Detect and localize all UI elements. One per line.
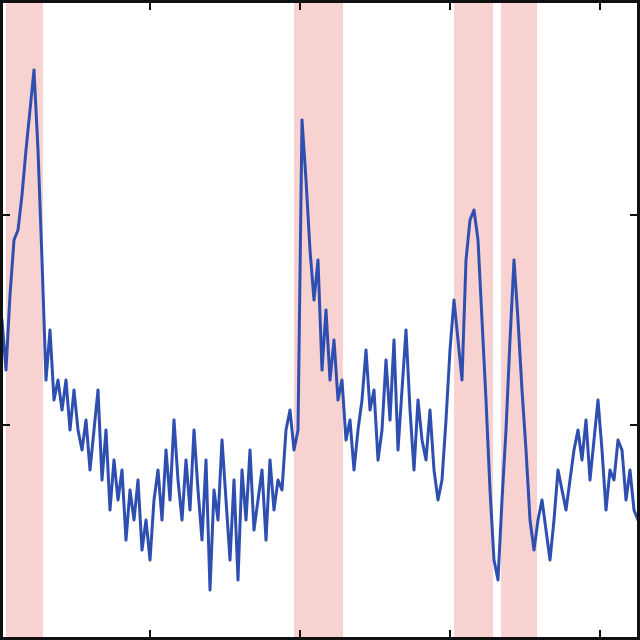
highlight-band-1	[6, 0, 43, 640]
series-group	[0, 68, 640, 592]
series-line-1	[0, 68, 640, 592]
highlight-band-3	[454, 0, 493, 640]
highlight-band-2	[294, 0, 343, 640]
